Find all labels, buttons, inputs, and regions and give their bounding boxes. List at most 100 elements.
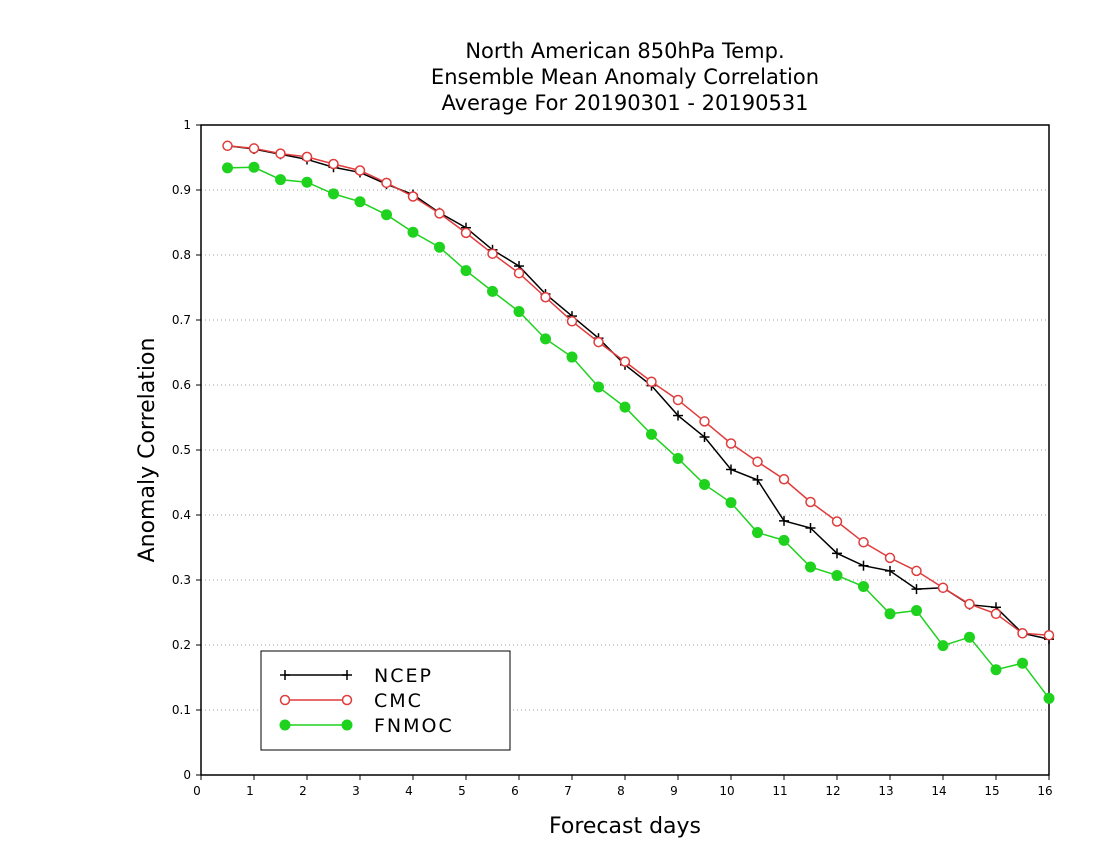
fnmoc-point: [593, 381, 604, 393]
cmc-point: [487, 248, 498, 259]
x-tick-label: 1: [246, 784, 254, 798]
cmc-point: [328, 158, 339, 170]
legend: NCEP CMC FNMOC: [260, 650, 511, 751]
legend-cmc-point: [341, 694, 353, 706]
y-tick-label: 0.3: [172, 573, 191, 587]
cmc-point: [540, 292, 551, 303]
fnmoc-point: [407, 226, 419, 238]
cmc-point: [964, 598, 975, 610]
cmc-point: [646, 376, 657, 387]
x-axis-label: Forecast days: [549, 814, 701, 839]
fnmoc-point: [513, 306, 525, 318]
y-tick-label: 0.9: [172, 183, 191, 197]
fnmoc-series: [222, 161, 1055, 704]
x-tick-label: 5: [458, 784, 466, 798]
fnmoc-point: [964, 631, 975, 643]
cmc-point: [513, 267, 525, 279]
cmc-point: [752, 456, 763, 467]
cmc-point: [248, 143, 260, 154]
ncep-point: [779, 515, 789, 526]
chart-title: North American 850hPa Temp.Ensemble Mean…: [431, 39, 819, 115]
fnmoc-point: [805, 561, 816, 573]
ncep-point: [858, 560, 869, 571]
cmc-point: [566, 316, 578, 327]
fnmoc-point: [540, 333, 551, 345]
series-layer: [222, 140, 1055, 704]
fnmoc-point: [937, 640, 949, 652]
fnmoc-point: [248, 161, 260, 173]
fnmoc-line: [227, 166, 1050, 699]
cmc-point: [407, 191, 419, 202]
y-tick-label: 0.2: [172, 638, 191, 652]
ncep-line: [227, 145, 1050, 640]
fnmoc-point: [778, 534, 790, 546]
x-tick-label: 14: [931, 784, 946, 798]
ncep-point: [885, 565, 895, 576]
ncep-point: [752, 474, 763, 485]
x-tick-label: 3: [352, 784, 360, 798]
cmc-point: [911, 565, 922, 577]
cmc-point: [434, 208, 445, 219]
legend-label: NCEP: [374, 665, 433, 687]
cmc-point: [858, 537, 869, 548]
legend-entry-ncep: NCEP: [280, 665, 433, 687]
cmc-point: [1043, 630, 1055, 641]
axes: 00.10.20.30.40.50.60.70.80.910 1 2 3 4 5 6 7 8 9 1…: [172, 118, 1053, 798]
cmc-point: [805, 496, 816, 508]
legend-cmc-point: [279, 694, 291, 706]
ncep-point: [699, 432, 710, 442]
cmc-point: [937, 582, 949, 594]
x-tick-label: 16: [1037, 784, 1052, 798]
chart-title-line: North American 850hPa Temp.: [465, 39, 784, 63]
y-tick-label: 0.5: [172, 443, 191, 457]
y-tick-label: 0.6: [172, 378, 191, 392]
fnmoc-point: [1017, 657, 1028, 669]
fnmoc-point: [460, 265, 472, 277]
y-axis-label: Anomaly Correlation: [135, 338, 160, 563]
x-tick-label: 6: [511, 784, 519, 798]
fnmoc-point: [752, 527, 763, 539]
legend-entry-cmc: CMC: [279, 690, 423, 712]
ncep-point: [832, 548, 842, 559]
fnmoc-point: [699, 478, 710, 490]
x-tick-label: 11: [772, 784, 787, 798]
x-tick-label: 2: [299, 784, 307, 798]
x-tick-label: 4: [405, 784, 413, 798]
cmc-point: [884, 552, 896, 564]
cmc-point: [619, 356, 631, 367]
fnmoc-point: [1043, 692, 1055, 704]
ncep-point: [726, 464, 736, 475]
cmc-point: [222, 140, 233, 152]
fnmoc-point: [672, 452, 684, 464]
ncep-point: [805, 523, 816, 533]
y-tick-label: 0.1: [172, 703, 191, 717]
fnmoc-point: [646, 428, 657, 440]
fnmoc-point: [858, 581, 869, 592]
legend-entry-fnmoc: FNMOC: [279, 715, 452, 737]
fnmoc-point: [990, 664, 1002, 676]
fnmoc-point: [222, 162, 233, 174]
fnmoc-point: [354, 196, 366, 208]
y-tick-label: 0.7: [172, 313, 191, 327]
fnmoc-point: [487, 285, 498, 297]
x-tick-label: 13: [878, 784, 893, 798]
fnmoc-point: [725, 497, 737, 509]
cmc-point: [699, 416, 710, 427]
y-tick-label: 0.8: [172, 248, 191, 262]
legend-ncep-point: [280, 670, 290, 680]
cmc-point: [460, 227, 472, 239]
x-tick-label: 7: [564, 784, 572, 798]
x-tick-label: 15: [984, 784, 999, 798]
fnmoc-point: [619, 401, 631, 413]
cmc-line: [227, 145, 1050, 636]
grid-lines: [201, 189, 1049, 711]
cmc-point: [275, 148, 286, 159]
cmc-point: [301, 151, 313, 163]
fnmoc-point: [301, 176, 313, 188]
fnmoc-point: [434, 241, 445, 253]
x-tick-label: 0: [193, 784, 201, 798]
cmc-point: [831, 516, 843, 527]
legend-label: CMC: [374, 690, 423, 712]
x-tick-label: 10: [719, 784, 734, 798]
x-tick-label: 8: [617, 784, 625, 798]
